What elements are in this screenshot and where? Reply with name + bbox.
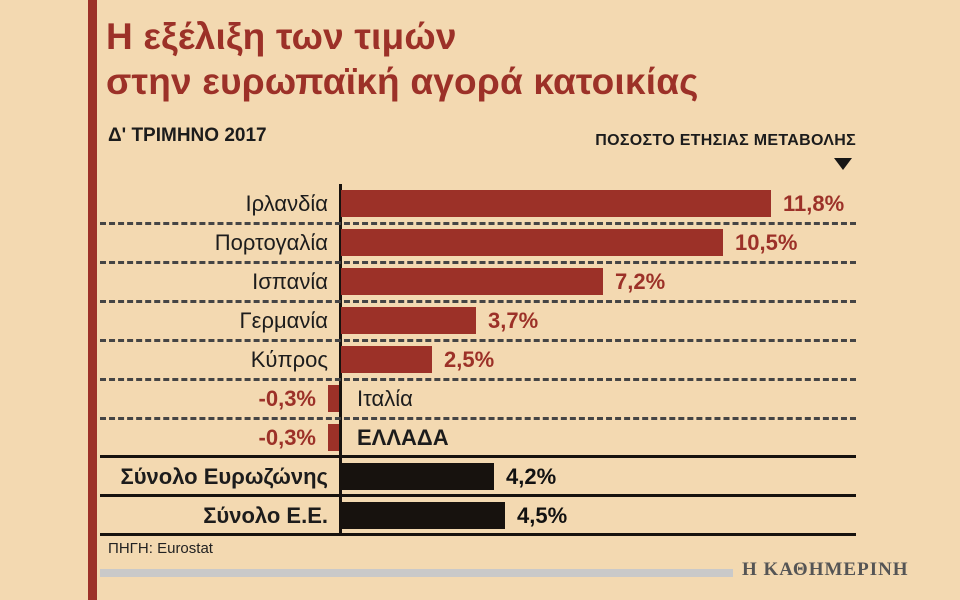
category-label: ΕΛΛΑΔΑ — [357, 425, 449, 450]
row-separator-dashed — [100, 417, 856, 420]
value-label: -0,3% — [258, 386, 316, 411]
bar — [341, 229, 723, 256]
category-label: Ιρλανδία — [245, 191, 328, 216]
chart-row: Γερμανία 3,7% — [0, 301, 960, 340]
arrow-down-icon — [834, 158, 852, 170]
chart-row: Κύπρος 2,5% — [0, 340, 960, 379]
category-label: Γερμανία — [239, 308, 328, 333]
category-label: Σύνολο Ευρωζώνης — [120, 464, 328, 489]
chart-row: Σύνολο Ευρωζώνης 4,2% — [0, 457, 960, 496]
value-label: 3,7% — [488, 308, 539, 333]
chart-row: Ιρλανδία 11,8% — [0, 184, 960, 223]
page-title-line1: Η εξέλιξη των τιμών — [106, 16, 457, 57]
bar — [341, 346, 432, 373]
bar — [341, 307, 476, 334]
accent-stripe — [88, 0, 97, 600]
bar — [341, 268, 603, 295]
category-label: Ισπανία — [252, 269, 328, 294]
source-label: ΠΗΓΗ: Eurostat — [108, 540, 213, 557]
row-separator-dashed — [100, 300, 856, 303]
category-label: Κύπρος — [250, 347, 328, 372]
section-separator-solid — [100, 494, 856, 497]
category-label: Σύνολο Ε.Ε. — [203, 503, 328, 528]
category-label: Πορτογαλία — [214, 230, 328, 255]
brand-logo: Η ΚΑΘΗΜΕΡΙΝΗ — [742, 559, 909, 580]
bar — [341, 502, 505, 529]
period-label: Δ' ΤΡΙΜΗΝΟ 2017 — [108, 125, 267, 146]
chart-row: Ιταλία -0,3% — [0, 379, 960, 418]
row-separator-dashed — [100, 378, 856, 381]
value-label: -0,3% — [258, 425, 316, 450]
chart-row: ΕΛΛΑΔΑ -0,3% — [0, 418, 960, 457]
category-label: Ιταλία — [357, 386, 413, 411]
value-label: 4,2% — [506, 464, 557, 489]
bar — [341, 463, 494, 490]
axis-line — [339, 184, 342, 536]
bar — [341, 190, 771, 217]
value-label: 2,5% — [444, 347, 495, 372]
value-axis-title: ΠΟΣΟΣΤΟ ΕΤΗΣΙΑΣ ΜΕΤΑΒΟΛΗΣ — [595, 132, 856, 149]
bar-chart: Ιρλανδία 11,8% Πορτογαλία 10,5% Ισπανία … — [0, 184, 960, 540]
section-separator-solid — [100, 455, 856, 458]
row-separator-dashed — [100, 222, 856, 225]
value-label: 7,2% — [615, 269, 666, 294]
row-separator-dashed — [100, 339, 856, 342]
value-label: 10,5% — [735, 230, 798, 255]
value-label: 11,8% — [783, 191, 845, 216]
bar — [328, 385, 339, 412]
chart-row: Ισπανία 7,2% — [0, 262, 960, 301]
chart-row: Πορτογαλία 10,5% — [0, 223, 960, 262]
row-separator-dashed — [100, 261, 856, 264]
bar — [328, 424, 339, 451]
page-title: Η εξέλιξη των τιμών στην ευρωπαϊκή αγορά… — [106, 14, 699, 104]
chart-row: Σύνολο Ε.Ε. 4,5% — [0, 496, 960, 535]
footer-divider — [100, 569, 733, 577]
value-label: 4,5% — [517, 503, 568, 528]
section-separator-solid — [100, 533, 856, 536]
page-title-line2: στην ευρωπαϊκή αγορά κατοικίας — [106, 61, 699, 103]
